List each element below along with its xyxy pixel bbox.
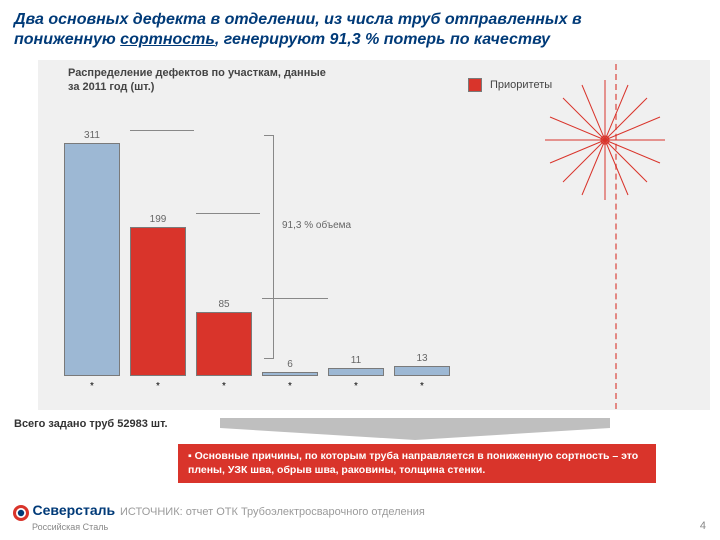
title-line2a: пониженную [14, 31, 120, 48]
bar-4 [328, 368, 384, 376]
bar-label-5: 13 [394, 353, 450, 364]
x-label-1: * [130, 381, 186, 392]
chart-subtitle: Распределение дефектов по участкам, данн… [68, 66, 328, 95]
callout-box: ▪ Основные причины, по которым труба нап… [178, 444, 656, 483]
bar-5 [394, 366, 450, 376]
bar-1 [130, 227, 186, 376]
slide-title: Два основных дефекта в отделении, из чис… [14, 10, 704, 50]
logo: Северсталь Российская Сталь [12, 502, 115, 532]
bar-label-4: 11 [328, 355, 384, 366]
dashed-vertical [615, 64, 617, 409]
bar-2 [196, 312, 252, 376]
legend-swatch [468, 78, 482, 92]
bar-label-1: 199 [130, 214, 186, 225]
x-label-5: * [394, 381, 450, 392]
title-line1: Два основных дефекта в отделении, из чис… [14, 11, 582, 28]
x-label-3: * [262, 381, 318, 392]
logo-icon [12, 504, 30, 522]
bar-label-2: 85 [196, 299, 252, 310]
x-label-0: * [64, 381, 120, 392]
step-line-1 [130, 130, 194, 131]
page-number: 4 [700, 520, 706, 532]
x-label-2: * [196, 381, 252, 392]
x-label-4: * [328, 381, 384, 392]
title-line2b: , генерируют 91,3 % потерь по качеству [215, 31, 550, 48]
title-underline: сортность [120, 31, 215, 48]
starburst-icon [530, 70, 680, 210]
total-text: Всего задано труб 52983 шт. [14, 418, 168, 430]
down-arrow [220, 418, 610, 438]
logo-subbrand: Российская Сталь [32, 522, 108, 532]
bar-3 [262, 372, 318, 377]
bar-label-0: 311 [64, 130, 120, 141]
callout-text: Основные причины, по которым труба напра… [188, 450, 638, 476]
logo-brand: Северсталь [33, 502, 116, 518]
source-text: ИСТОЧНИК: отчет ОТК Трубоэлектросварочно… [120, 506, 425, 518]
step-line-2 [196, 213, 260, 214]
bracket [264, 135, 274, 359]
annotation-91: 91,3 % объема [282, 220, 351, 231]
bar-0 [64, 143, 120, 376]
bar-label-3: 6 [262, 359, 318, 370]
